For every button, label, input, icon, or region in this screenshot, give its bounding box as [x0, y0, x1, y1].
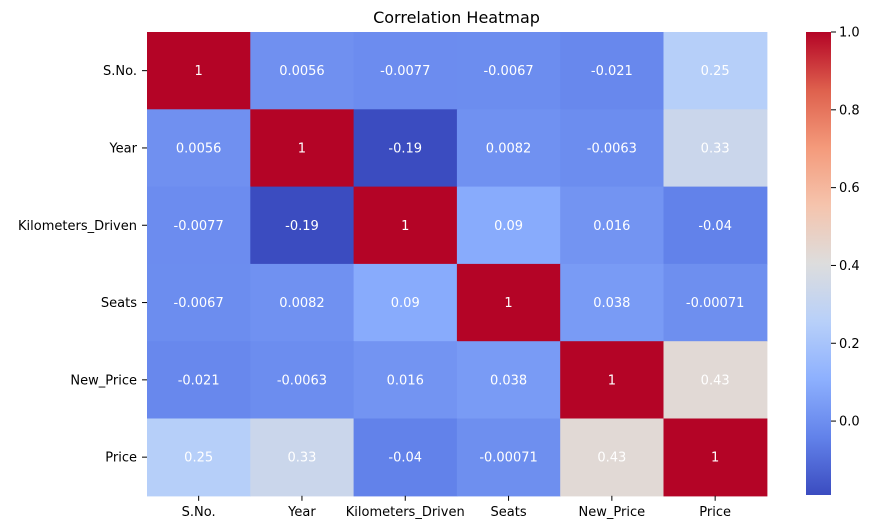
heatmap-cell	[250, 32, 355, 110]
cell-value-label: 0.016	[593, 219, 630, 234]
cell-value-label: 0.038	[593, 296, 630, 311]
x-tick-label: Price	[699, 505, 731, 520]
heatmap-cell	[353, 418, 458, 497]
y-tick-label: Seats	[101, 296, 137, 311]
heatmap-cell	[456, 109, 561, 188]
x-tick-label: S.No.	[182, 505, 216, 520]
cell-value-label: -0.0077	[380, 64, 430, 79]
heatmap-cell	[663, 418, 768, 497]
cell-value-label: 0.016	[387, 373, 424, 388]
x-axis: S.No. Year Kilometers_Driven Seats New_Price…	[182, 495, 731, 520]
heatmap-cell	[353, 109, 458, 188]
cell-value-label: 0.43	[701, 373, 730, 388]
heatmap-cell	[560, 32, 665, 110]
heatmap-cell	[250, 263, 355, 342]
heatmap-cell	[147, 341, 251, 420]
cell-value-label: 0.09	[391, 296, 420, 311]
colorbar: 0.0 0.2 0.4 0.6 0.8 1.0	[806, 26, 860, 495]
heatmap-cell	[560, 418, 665, 497]
cell-value-label: 0.09	[494, 219, 523, 234]
cell-value-label: 0.25	[701, 64, 730, 79]
y-tick-label: Year	[108, 141, 137, 156]
colorbar-tick-label: 1.0	[839, 26, 860, 41]
cell-value-label: -0.0063	[587, 141, 637, 156]
heatmap-cell	[663, 109, 768, 188]
cell-value-label: 0.0056	[279, 64, 325, 79]
cell-value-label: 1	[401, 219, 409, 234]
heatmap-cells	[147, 32, 768, 497]
heatmap-cell	[250, 109, 355, 188]
heatmap-cell	[147, 186, 251, 265]
cell-value-label: 1	[195, 64, 203, 79]
heatmap-cell	[456, 418, 561, 497]
heatmap-cell	[560, 186, 665, 265]
cell-value-label: 1	[608, 373, 616, 388]
y-tick-label: Price	[105, 451, 137, 466]
cell-value-label: 0.33	[287, 451, 316, 466]
heatmap-cell	[353, 32, 458, 110]
cell-value-label: 0.038	[490, 373, 527, 388]
heatmap-cell	[147, 263, 251, 342]
heatmap-cell	[663, 263, 768, 342]
cell-value-label: -0.04	[388, 451, 422, 466]
cell-value-label: 1	[504, 296, 512, 311]
cell-value-label: 1	[711, 451, 719, 466]
heatmap-cell	[353, 341, 458, 420]
colorbar-tick-label: 0.0	[839, 415, 860, 430]
cell-value-label: 0.0056	[176, 141, 222, 156]
heatmap-cell	[250, 186, 355, 265]
heatmap-cell	[663, 186, 768, 265]
heatmap-cell	[353, 263, 458, 342]
heatmap-cell	[456, 341, 561, 420]
cell-value-label: -0.00071	[479, 451, 537, 466]
heatmap-cell	[663, 32, 768, 110]
cell-value-label: 0.25	[184, 451, 213, 466]
cell-value-label: -0.0067	[483, 64, 533, 79]
heatmap-cell-labels: 1 0.0056 -0.0077 -0.0067 -0.021 0.25 0.0056 1 -0…	[174, 64, 745, 466]
cell-value-label: -0.021	[178, 373, 220, 388]
cell-value-label: -0.021	[591, 64, 633, 79]
heatmap-cell	[250, 418, 355, 497]
cell-value-label: -0.19	[285, 219, 319, 234]
heatmap-cell	[663, 341, 768, 420]
heatmap-cell	[147, 32, 251, 110]
colorbar-tick-label: 0.8	[839, 103, 860, 118]
cell-value-label: -0.0067	[174, 296, 224, 311]
heatmap-cell	[147, 109, 251, 188]
y-tick-label: S.No.	[103, 64, 137, 79]
colorbar-tick-label: 0.2	[839, 337, 860, 352]
cell-value-label: 1	[298, 141, 306, 156]
x-tick-label: Seats	[491, 505, 527, 520]
cell-value-label: 0.43	[597, 451, 626, 466]
heatmap-cell	[560, 109, 665, 188]
x-tick-label: Kilometers_Driven	[346, 505, 465, 520]
x-tick-label: New_Price	[579, 505, 646, 520]
cell-value-label: -0.0063	[277, 373, 327, 388]
cell-value-label: 0.0082	[486, 141, 532, 156]
cell-value-label: 0.33	[701, 141, 730, 156]
colorbar-gradient	[806, 32, 831, 495]
heatmap-cell	[456, 186, 561, 265]
colorbar-tick-label: 0.6	[839, 181, 860, 196]
heatmap-cell	[147, 418, 251, 497]
chart-title: Correlation Heatmap	[373, 8, 540, 27]
cell-value-label: -0.0077	[174, 219, 224, 234]
y-axis: S.No. Year Kilometers_Driven Seats New_Price…	[18, 64, 147, 466]
heatmap-cell	[456, 32, 561, 110]
heatmap-cell	[456, 263, 561, 342]
y-tick-label: Kilometers_Driven	[18, 219, 137, 234]
cell-value-label: 0.0082	[279, 296, 325, 311]
y-tick-label: New_Price	[70, 373, 137, 388]
heatmap-cell	[560, 341, 665, 420]
heatmap-cell	[250, 341, 355, 420]
colorbar-tick-label: 0.4	[839, 259, 860, 274]
cell-value-label: -0.04	[698, 219, 732, 234]
x-tick-label: Year	[287, 505, 316, 520]
cell-value-label: -0.00071	[686, 296, 744, 311]
cell-value-label: -0.19	[388, 141, 422, 156]
heatmap-cell	[560, 263, 665, 342]
heatmap-cell	[353, 186, 458, 265]
